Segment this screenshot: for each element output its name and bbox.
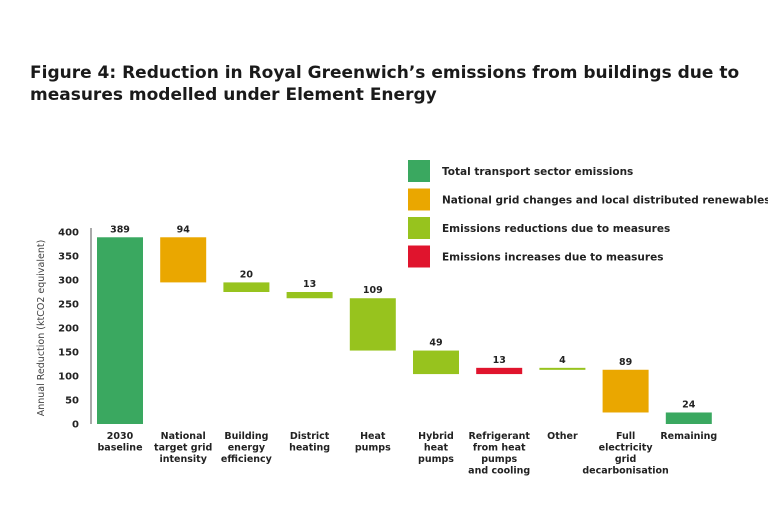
y-tick-label: 250 xyxy=(58,300,79,311)
bar xyxy=(665,412,712,424)
data-label: 49 xyxy=(429,338,442,349)
y-tick-label: 350 xyxy=(58,252,79,263)
data-label: 389 xyxy=(110,224,130,235)
category-label: Other xyxy=(547,431,578,442)
y-tick-label: 0 xyxy=(72,420,79,431)
data-label: 94 xyxy=(177,224,191,235)
legend-swatch xyxy=(408,188,430,211)
category-label: Heat pumps xyxy=(355,431,391,454)
data-label: 20 xyxy=(240,269,254,280)
y-axis: 0 50 100 150 200 250 300 350 400 xyxy=(58,228,92,431)
y-axis-label: Annual Reduction (ktCO2 equivalent) xyxy=(36,240,47,417)
category-label: Remaining xyxy=(660,431,717,442)
data-label: 24 xyxy=(682,399,696,410)
legend-label: Total transport sector emissions xyxy=(442,166,633,178)
legend-label: Emissions reductions due to measures xyxy=(442,223,670,235)
bar xyxy=(413,350,459,375)
category-label: Refrigerant from heat pumps and cooling xyxy=(468,431,530,477)
legend-label: Emissions increases due to measures xyxy=(442,252,663,264)
bar xyxy=(223,282,270,292)
category-label: Building energy efficiency xyxy=(221,431,273,465)
category-label: 2030 baseline xyxy=(97,431,142,454)
category-label: National target grid intensity xyxy=(154,431,212,465)
y-tick-label: 100 xyxy=(58,372,79,383)
legend-swatch xyxy=(408,160,430,182)
legend-swatch xyxy=(408,217,430,239)
y-tick-label: 200 xyxy=(58,324,79,335)
category-label: District heating xyxy=(289,431,330,454)
bar xyxy=(602,369,649,413)
data-label: 89 xyxy=(619,357,632,368)
bar xyxy=(349,298,396,351)
data-label: 13 xyxy=(303,279,316,290)
data-label: 13 xyxy=(493,355,506,366)
data-label: 109 xyxy=(363,285,383,296)
bar xyxy=(476,367,523,375)
category-label: Full electricity grid decarbonisation xyxy=(582,431,669,477)
legend: Total transport sector emissions National… xyxy=(408,160,768,268)
category-label: Hybrid heat pumps xyxy=(418,431,454,465)
bars: 389 94 20 13 109 49 13 4 89 24 xyxy=(97,224,712,424)
bar xyxy=(286,292,333,299)
y-tick-label: 400 xyxy=(58,228,79,239)
chart-title: Figure 4: Reduction in Royal Greenwich’s… xyxy=(30,63,740,105)
y-tick-label: 50 xyxy=(65,396,79,407)
legend-label: National grid changes and local distribu… xyxy=(442,195,768,207)
data-label: 4 xyxy=(559,355,566,366)
legend-swatch xyxy=(408,245,430,268)
y-tick-label: 300 xyxy=(58,276,79,287)
bar xyxy=(539,367,586,370)
bar xyxy=(97,237,143,424)
category-labels: 2030 baseline National target grid intensity… xyxy=(97,431,717,477)
y-tick-label: 150 xyxy=(58,348,79,359)
bar xyxy=(160,237,207,283)
